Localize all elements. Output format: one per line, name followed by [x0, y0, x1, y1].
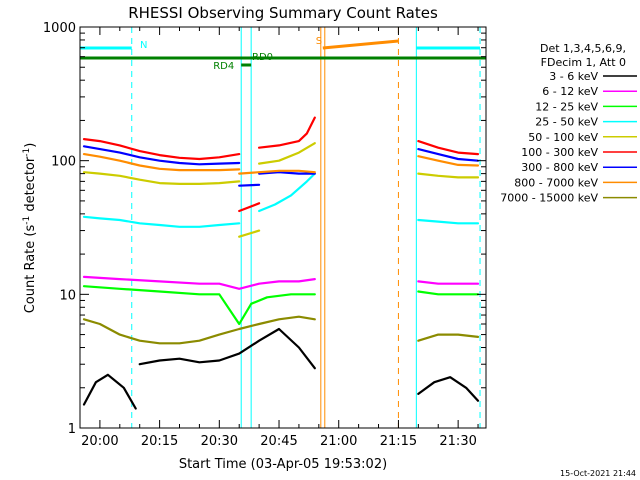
series-line-800-7000-kev-seg2: [417, 155, 480, 167]
y-axis-label-main: Count Rate (s: [23, 225, 38, 314]
series-line-25-50-kev-seg1: [258, 172, 316, 213]
legend-label-100-300-kev: 100 - 300 keV: [521, 146, 598, 159]
series-line-25-50-kev-seg0: [82, 215, 241, 228]
legend-label-300-800-kev: 300 - 800 keV: [521, 161, 598, 174]
series-line-100-300-kev-seg0: [82, 138, 241, 161]
series-line-300-800-kev-seg2: [258, 171, 316, 175]
series-line-100-300-kev-seg1: [238, 202, 261, 213]
series-line-7000-15000-kev-seg1: [417, 333, 480, 342]
legend-header-line-0: Det 1,3,4,5,6,9,: [540, 42, 626, 55]
legend-label-800-7000-kev: 800 - 7000 keV: [514, 176, 598, 189]
series-line-50-100-kev-seg1: [238, 229, 261, 238]
y-axis-label-exp1: -1: [22, 216, 32, 225]
series-line-300-800-kev-seg3: [417, 148, 480, 162]
plot-area-background: [80, 27, 486, 428]
legend-label-7000-15000-kev: 7000 - 15000 keV: [500, 192, 598, 205]
series-line-300-800-kev-seg1: [238, 183, 261, 187]
series-line-3-6-kev-seg0: [82, 373, 137, 410]
y-tick-label-1: 1: [68, 422, 76, 437]
flag-label-rd4: RD4: [213, 61, 234, 72]
series-line-12-25-kev-seg0: [82, 285, 316, 326]
series-line-800-7000-kev-seg1: [238, 169, 316, 175]
series-line-100-300-kev-seg2: [258, 116, 316, 149]
series-line-100-300-kev-seg3: [417, 140, 480, 156]
y-tick-label-100: 100: [51, 155, 76, 170]
legend-label-3-6-kev: 3 - 6 keV: [549, 70, 598, 83]
x-tick-label-21-15: 21:15: [380, 434, 417, 449]
x-tick-label-21-30: 21:30: [439, 434, 476, 449]
series-line-6-12-kev-seg0: [82, 275, 316, 290]
interval-label-n: N: [140, 40, 147, 51]
legend-header-line-1: FDecim 1, Att 0: [541, 56, 626, 69]
y-tick-label-10: 10: [59, 288, 76, 303]
series-line-50-100-kev-seg3: [417, 172, 480, 179]
series-line-12-25-kev-seg1: [417, 290, 480, 296]
series-line-7000-15000-kev-seg0: [82, 315, 316, 345]
series-line-3-6-kev-seg2: [417, 376, 480, 402]
y-axis-label-exp2: -1: [22, 148, 32, 157]
series-line-3-6-kev-seg1: [138, 327, 316, 370]
x-axis-ticks: 20:00 20:15 20:30 20:45 21:00 21:15 21:30: [79, 27, 479, 449]
plot-frame: [79, 26, 487, 429]
x-tick-label-20-45: 20:45: [260, 434, 297, 449]
data-series: [82, 116, 480, 410]
instrument-flags: RD0 RD4: [80, 52, 486, 72]
render-timestamp: 15-Oct-2021 21:44: [560, 469, 636, 478]
series-line-50-100-kev-seg0: [82, 171, 241, 185]
interval-bar-2: [322, 39, 399, 50]
series-line-6-12-kev-seg1: [417, 280, 480, 285]
y-axis-ticks: 1 10 100 1000: [43, 21, 486, 437]
legend-label-6-12-kev: 6 - 12 keV: [542, 85, 598, 98]
legend: Det 1,3,4,5,6,9,FDecim 1, Att 03 - 6 keV…: [500, 42, 637, 205]
series-line-50-100-kev-seg2: [258, 142, 316, 165]
x-tick-label-20-30: 20:30: [201, 434, 238, 449]
x-tick-label-21-00: 21:00: [320, 434, 357, 449]
series-line-25-50-kev-seg2: [417, 218, 480, 225]
x-axis-label: Start Time (03-Apr-05 19:53:02): [179, 457, 387, 472]
x-tick-label-20-00: 20:00: [81, 434, 118, 449]
y-axis-label-mid: detector: [23, 156, 38, 216]
y-axis-label-end: ): [23, 143, 38, 148]
legend-label-25-50-kev: 25 - 50 keV: [535, 116, 598, 129]
interval-label-s: S: [316, 36, 322, 47]
y-axis-label: Count Rate (s-1 detector-1): [22, 143, 38, 314]
series-line-800-7000-kev-seg0: [82, 153, 241, 172]
legend-label-50-100-kev: 50 - 100 keV: [528, 131, 598, 144]
x-tick-label-20-15: 20:15: [141, 434, 178, 449]
series-line-300-800-kev-seg0: [82, 145, 241, 166]
y-tick-label-1000: 1000: [43, 21, 76, 36]
chart-title: RHESSI Observing Summary Count Rates: [128, 4, 438, 22]
legend-label-12-25-kev: 12 - 25 keV: [535, 100, 598, 113]
flag-label-rd0: RD0: [252, 52, 273, 63]
